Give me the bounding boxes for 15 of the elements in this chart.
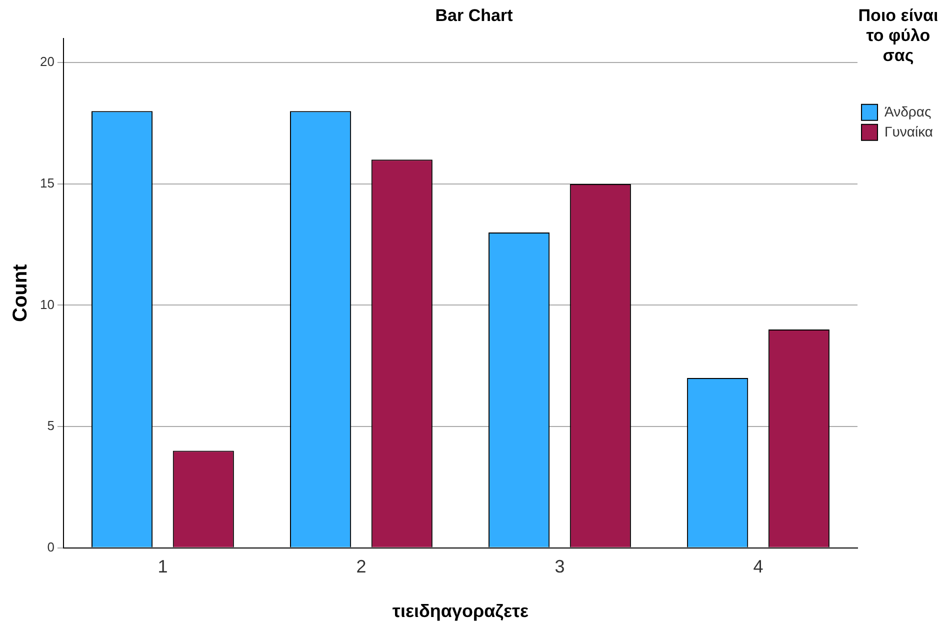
y-tick-label: 20 xyxy=(40,54,54,70)
legend-title: Ποιο είναι το φύλο σας xyxy=(857,6,940,66)
legend-label: Γυναίκα xyxy=(884,123,934,140)
y-tick-label: 0 xyxy=(47,539,54,554)
x-tick-label: 4 xyxy=(753,556,764,577)
x-tick-label: 3 xyxy=(554,556,565,577)
y-tick-label: 15 xyxy=(40,176,54,191)
y-tick-label: 5 xyxy=(47,418,54,434)
y-tick-label: 10 xyxy=(40,296,54,312)
x-axis-title: τιειδηαγοραζετε xyxy=(392,601,530,622)
legend-label: Άνδρας xyxy=(884,103,932,120)
y-axis-title: Count xyxy=(10,264,32,322)
x-tick-label: 2 xyxy=(356,556,366,577)
x-tick-label: 1 xyxy=(158,556,168,577)
chart-title: Bar Chart xyxy=(435,6,514,25)
